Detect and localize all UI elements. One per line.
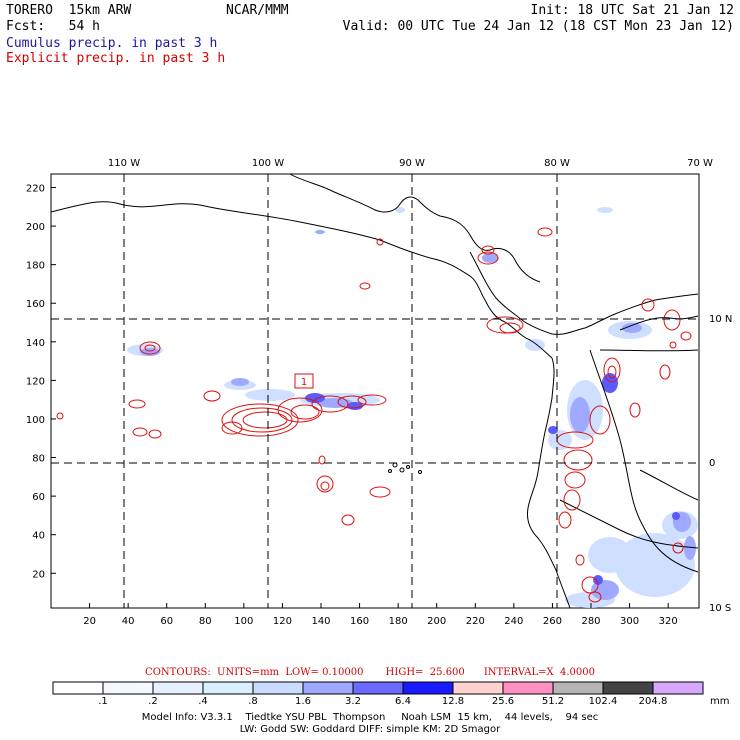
color-bar-bin: [302, 681, 354, 695]
y-tick-label: 80: [32, 454, 45, 465]
color-bar-bin: [502, 681, 554, 695]
y-tick-label: 120: [26, 376, 45, 387]
explicit-field-label: Explicit precip. in past 3 h: [6, 51, 226, 66]
high-marker-label: 1: [301, 377, 307, 388]
color-bar-bin: [402, 681, 454, 695]
x-tick-label: 220: [466, 616, 485, 627]
x-tick-label: 160: [350, 616, 369, 627]
lat-label-0: 0: [709, 458, 715, 469]
color-bar-level-label: 25.6: [491, 696, 515, 707]
org-label: NCAR/MMM: [226, 3, 289, 18]
x-tick-label: 100: [234, 616, 253, 627]
x-tick-label: 60: [160, 616, 173, 627]
y-tick-label: 200: [26, 222, 45, 233]
x-tick-label: 260: [543, 616, 562, 627]
color-bar-level-label: 204.8: [638, 696, 668, 707]
valid-time: Valid: 00 UTC Tue 24 Jan 12 (18 CST Mon …: [342, 19, 734, 34]
forecast-hour: Fcst: 54 h: [6, 19, 100, 34]
lat-label-10s: 10 S: [709, 603, 731, 614]
x-tick-label: 280: [581, 616, 600, 627]
x-tick-label: 80: [199, 616, 212, 627]
color-bar-level-label: 12.8: [441, 696, 465, 707]
lon-label-70w: 70 W: [687, 158, 713, 169]
model-info-line: Model Info: V3.3.1 Tiedtke YSU PBL Thomp…: [141, 712, 599, 723]
y-tick-label: 40: [32, 531, 45, 542]
color-bar-bin: [352, 681, 404, 695]
lon-label-100w: 100 W: [252, 158, 284, 169]
color-bar-bin: [202, 681, 254, 695]
explicit-precip-contours: [56, 227, 692, 603]
color-bar-bin: [52, 681, 104, 695]
color-bar-bin: [102, 681, 154, 695]
lon-label-90w: 90 W: [399, 158, 425, 169]
color-bar-bin: [602, 681, 654, 695]
x-tick-label: 300: [620, 616, 639, 627]
x-tick-label: 320: [659, 616, 678, 627]
y-tick-label: 100: [26, 415, 45, 426]
x-tick-label: 140: [311, 616, 330, 627]
color-bar-bin: [452, 681, 504, 695]
color-bar-bin: [252, 681, 304, 695]
color-bar-level-label: 3.2: [345, 696, 361, 707]
color-bar-level-label: 102.4: [588, 696, 618, 707]
model-title: TORERO 15km ARW: [6, 3, 132, 18]
y-tick-label: 160: [26, 299, 45, 310]
init-time: Init: 18 UTC Sat 21 Jan 12: [530, 3, 735, 18]
color-bar-level-label: .2: [148, 696, 158, 707]
color-bar-level-label: .8: [248, 696, 258, 707]
precip-map: 1 110 W 100 W 90 W 80 W 70 W 10 N 0 10 S…: [26, 158, 732, 627]
color-bar-level-label: .4: [198, 696, 208, 707]
x-tick-label: 240: [504, 616, 523, 627]
color-bar-level-label: .1: [98, 696, 108, 707]
x-tick-label: 180: [389, 616, 408, 627]
coastlines: [50, 173, 699, 609]
color-bar-level-label: 51.2: [541, 696, 565, 707]
top-lon-labels: 110 W 100 W 90 W 80 W 70 W: [108, 158, 713, 169]
color-bar-level-label: 6.4: [395, 696, 411, 707]
physics-info-line: LW: Godd SW: Goddard DIFF: simple KM: 2D…: [239, 724, 501, 735]
high-marker: 1: [294, 373, 314, 389]
y-tick-label: 60: [32, 492, 45, 503]
lon-label-80w: 80 W: [544, 158, 570, 169]
color-bar-units: mm: [710, 696, 730, 707]
lat-lon-grid: [51, 174, 699, 608]
y-tick-label: 140: [26, 338, 45, 349]
x-tick-label: 40: [122, 616, 135, 627]
lon-label-110w: 110 W: [108, 158, 140, 169]
y-axis-ticks: 20 40 60 80 100 120 140 160 180 200 220: [26, 184, 56, 580]
x-tick-label: 20: [83, 616, 96, 627]
color-bar-level-label: 1.6: [295, 696, 311, 707]
x-tick-label: 200: [427, 616, 446, 627]
color-bar-bin: [552, 681, 604, 695]
contours-info: CONTOURS: UNITS=mm LOW= 0.10000 HIGH= 25…: [145, 667, 595, 678]
y-tick-label: 180: [26, 261, 45, 272]
y-tick-label: 220: [26, 184, 45, 195]
lat-label-10n: 10 N: [709, 314, 732, 325]
right-lat-labels: 10 N 0 10 S: [709, 314, 732, 614]
cumulus-field-label: Cumulus precip. in past 3 h: [6, 36, 218, 51]
x-axis-ticks: 20 40 60 80 100 120 140 160 180 200 220 240 260 280 30…: [83, 603, 678, 627]
color-bar-bin: [652, 681, 704, 695]
y-tick-label: 20: [32, 569, 45, 580]
color-bar: [52, 681, 704, 695]
x-tick-label: 120: [273, 616, 292, 627]
color-bar-bin: [152, 681, 204, 695]
